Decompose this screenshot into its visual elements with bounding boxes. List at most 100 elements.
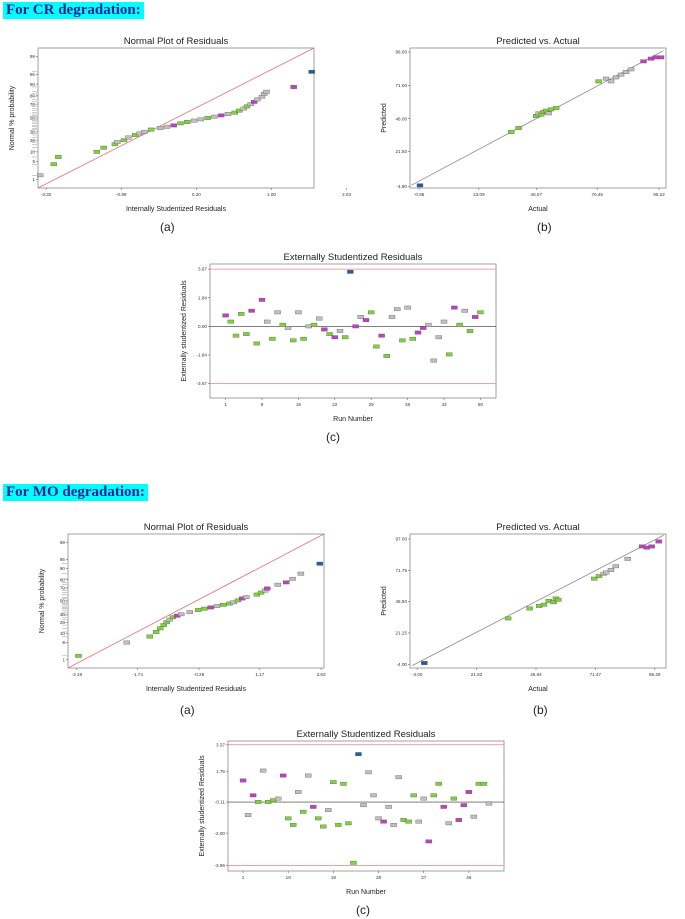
- x-tick-label: 50: [478, 402, 484, 407]
- y-axis-label: Predicted: [381, 103, 388, 133]
- data-point: [405, 819, 412, 824]
- chart-title: Predicted vs. Actual: [496, 522, 579, 533]
- data-point: [550, 600, 557, 605]
- data-point: [370, 793, 377, 798]
- data-point: [186, 610, 193, 614]
- data-point: [55, 155, 62, 159]
- data-point: [152, 630, 160, 634]
- data-point: [274, 582, 282, 587]
- chart-title: Externally Studentized Residuals: [297, 729, 436, 740]
- x-tick-label: 1: [242, 875, 245, 880]
- y-tick-label: 71.75: [396, 568, 408, 573]
- data-point: [357, 315, 364, 319]
- y-tick-label: -2.00: [215, 831, 226, 836]
- y-tick-label: 90: [60, 566, 66, 571]
- y-tick-label: 0.00: [198, 324, 207, 329]
- data-point: [232, 333, 240, 338]
- data-point: [243, 595, 250, 600]
- y-tick-label: 97.00: [396, 537, 408, 542]
- data-point: [345, 821, 352, 826]
- data-point: [395, 775, 402, 780]
- fit-line: [37, 47, 315, 189]
- y-tick-label: -4.00: [397, 662, 408, 667]
- y-tick-label: 1: [32, 177, 35, 182]
- x-axis-label: Internally Studentized Residuals: [126, 206, 227, 213]
- x-tick-label: -3.32: [41, 192, 52, 197]
- cr-externally-studentized-plot: Externally Studentized Residuals Run Numb…: [172, 248, 502, 424]
- data-point: [421, 661, 428, 665]
- mo-section-heading: For MO degradation:: [3, 484, 148, 501]
- fit-line: [67, 533, 325, 669]
- data-point: [220, 602, 227, 607]
- data-point: [290, 85, 297, 89]
- data-point: [243, 332, 250, 336]
- x-tick-label: 1.17: [255, 672, 264, 677]
- y-tick-label: 95: [60, 557, 66, 562]
- y-tick-label: 50: [60, 599, 66, 604]
- y-tick-label: 3.67: [198, 267, 207, 272]
- data-point: [100, 145, 107, 150]
- data-point: [602, 76, 610, 81]
- chart-svg: Normal Plot of Residuals Internally Stude…: [39, 522, 326, 693]
- data-point: [595, 574, 603, 579]
- data-point: [461, 308, 468, 313]
- data-point: [258, 297, 266, 302]
- data-point: [350, 860, 357, 865]
- data-point: [336, 329, 344, 333]
- data-point: [388, 315, 396, 319]
- x-tick-label: 71.47: [590, 672, 602, 677]
- x-axis-label: Actual: [528, 686, 548, 693]
- data-point: [504, 616, 512, 621]
- data-point: [254, 800, 262, 804]
- data-point: [340, 781, 347, 786]
- y-tick-label: 1.84: [198, 295, 207, 300]
- data-point: [224, 112, 232, 116]
- y-tick-label: 99: [60, 540, 66, 545]
- data-point: [380, 819, 387, 824]
- data-point: [285, 816, 292, 821]
- y-tick-label: -3.96: [215, 863, 226, 868]
- data-point: [451, 305, 458, 310]
- data-point: [655, 539, 662, 544]
- data-point: [236, 108, 243, 113]
- data-point: [342, 335, 349, 340]
- data-point: [648, 544, 655, 549]
- y-tick-label: 46.00: [396, 116, 408, 121]
- data-point: [470, 814, 478, 819]
- data-point: [197, 117, 205, 122]
- data-point: [375, 816, 382, 821]
- x-axis-label: Run Number: [333, 416, 373, 423]
- data-point: [283, 580, 290, 585]
- data-point: [315, 816, 322, 821]
- data-point: [211, 114, 218, 119]
- data-point: [157, 626, 164, 631]
- data-point: [624, 556, 631, 561]
- data-point: [295, 310, 302, 315]
- chart-title: Externally Studentized Residuals: [284, 252, 423, 263]
- data-point: [435, 335, 442, 340]
- data-point: [485, 801, 493, 806]
- data-point: [545, 111, 552, 116]
- data-point: [450, 796, 457, 801]
- chart-svg: Predicted vs. Actual Actual Predicted -0.86…: [381, 36, 667, 213]
- y-axis-label: Normal % probability: [39, 568, 46, 633]
- data-point: [253, 341, 260, 346]
- data-point: [591, 576, 598, 581]
- data-point: [399, 338, 406, 343]
- data-point: [595, 79, 602, 84]
- y-tick-label: 90: [30, 82, 36, 87]
- mo-panel-a-label: (a): [180, 703, 195, 717]
- data-point: [218, 113, 225, 118]
- y-axis-label: Normal % probability: [9, 85, 16, 150]
- mo-panel-b-label: (b): [533, 703, 548, 717]
- data-point: [657, 55, 665, 60]
- data-point: [480, 781, 488, 786]
- data-point: [274, 310, 281, 315]
- data-point: [414, 330, 422, 335]
- y-tick-label: 1.76: [216, 769, 225, 774]
- data-point: [360, 803, 367, 808]
- y-axis-label: Predicted: [381, 586, 388, 616]
- mo-normal-plot: Normal Plot of Residuals Internally Stude…: [30, 518, 330, 694]
- x-tick-label: -0.89: [116, 192, 127, 197]
- mo-externally-studentized-plot: Externally Studentized Residuals Run Numb…: [190, 725, 510, 897]
